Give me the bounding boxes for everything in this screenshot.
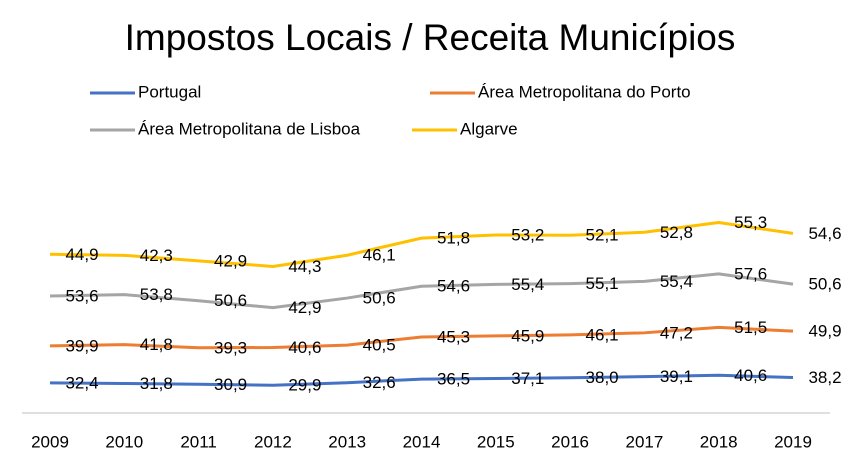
legend-label: Área Metropolitana do Porto xyxy=(478,82,691,101)
data-label: 40,6 xyxy=(734,366,767,385)
data-label: 45,9 xyxy=(511,326,544,345)
data-label: 36,5 xyxy=(437,370,470,389)
data-label: 38,2 xyxy=(808,368,841,387)
data-label: 55,1 xyxy=(586,274,619,293)
data-label: 32,6 xyxy=(363,373,396,392)
series-line xyxy=(49,373,794,387)
data-label: 55,3 xyxy=(734,213,767,232)
data-label: 42,9 xyxy=(288,298,321,317)
data-label: 31,8 xyxy=(140,374,173,393)
data-label: 47,2 xyxy=(660,323,693,342)
legend-label: Área Metropolitana de Lisboa xyxy=(138,119,361,138)
x-tick-label: 2011 xyxy=(180,432,217,451)
series-line xyxy=(49,272,794,310)
data-label: 51,8 xyxy=(437,229,470,248)
data-label: 37,1 xyxy=(511,369,544,388)
x-tick-label: 2012 xyxy=(254,432,292,451)
data-label: 29,9 xyxy=(288,376,321,395)
data-label: 42,3 xyxy=(140,246,173,265)
x-tick-label: 2009 xyxy=(31,432,69,451)
data-label: 52,8 xyxy=(660,223,693,242)
x-tick-label: 2010 xyxy=(105,432,143,451)
data-label: 53,6 xyxy=(65,287,98,306)
data-label: 54,6 xyxy=(808,224,841,243)
data-label: 45,3 xyxy=(437,327,470,346)
series-line xyxy=(49,221,794,268)
data-label: 40,5 xyxy=(363,336,396,355)
data-label: 44,3 xyxy=(288,257,321,276)
x-tick-label: 2016 xyxy=(551,432,589,451)
data-label: 38,0 xyxy=(586,368,619,387)
x-tick-label: 2017 xyxy=(625,432,663,451)
data-label: 46,1 xyxy=(586,325,619,344)
data-label: 39,9 xyxy=(65,336,98,355)
data-label: 53,2 xyxy=(511,225,544,244)
x-tick-label: 2015 xyxy=(477,432,515,451)
data-label: 54,6 xyxy=(437,277,470,296)
data-label: 42,9 xyxy=(214,251,247,270)
data-label: 55,4 xyxy=(660,272,693,291)
data-label: 50,6 xyxy=(363,289,396,308)
data-label: 40,6 xyxy=(288,338,321,357)
data-label: 41,8 xyxy=(140,335,173,354)
data-label: 46,1 xyxy=(363,246,396,265)
data-label: 44,9 xyxy=(65,245,98,264)
series-line xyxy=(49,325,794,350)
data-label: 50,6 xyxy=(214,291,247,310)
legend-label: Portugal xyxy=(138,82,201,101)
data-label: 57,6 xyxy=(734,264,767,283)
x-tick-label: 2013 xyxy=(328,432,366,451)
data-label: 32,4 xyxy=(65,373,98,392)
chart-title: Impostos Locais / Receita Municípios xyxy=(125,17,736,58)
data-label: 30,9 xyxy=(214,375,247,394)
data-label: 50,6 xyxy=(808,275,841,294)
data-label: 51,5 xyxy=(734,318,767,337)
data-label: 55,4 xyxy=(511,275,544,294)
data-label: 39,3 xyxy=(214,338,247,357)
data-label: 49,9 xyxy=(808,322,841,341)
data-label: 53,8 xyxy=(140,285,173,304)
data-label: 39,1 xyxy=(660,367,693,386)
x-tick-label: 2018 xyxy=(700,432,738,451)
x-tick-label: 2014 xyxy=(403,432,441,451)
legend-label: Algarve xyxy=(460,119,518,138)
x-tick-label: 2019 xyxy=(774,432,812,451)
data-label: 52,1 xyxy=(586,226,619,245)
